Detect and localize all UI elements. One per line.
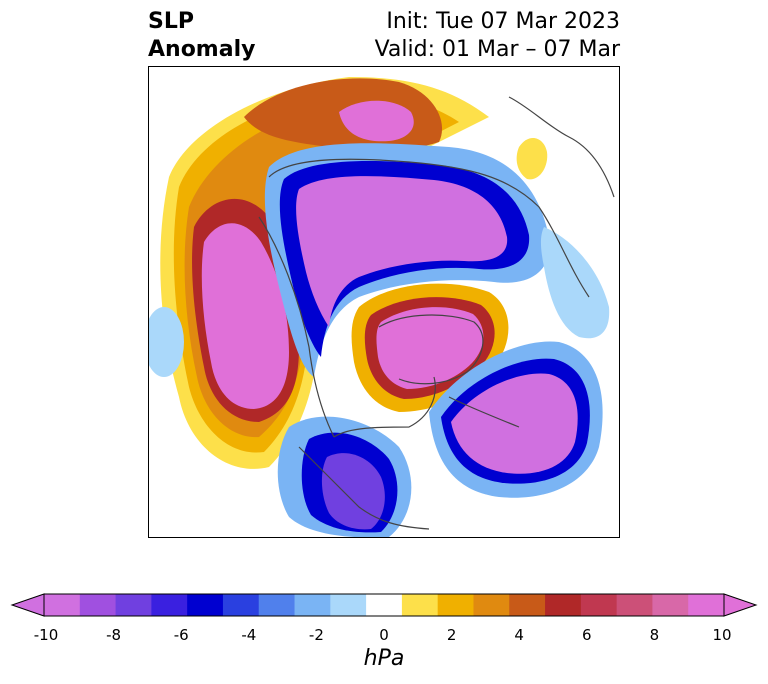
colorbar-swatch: [366, 594, 403, 616]
colorbar-swatch: [616, 594, 653, 616]
colorbar-swatch: [187, 594, 224, 616]
colorbar-swatch: [115, 594, 152, 616]
map-dates: Init: Tue 07 Mar 2023 Valid: 01 Mar – 07…: [375, 8, 620, 64]
anomaly-neg-asia-core: [296, 176, 508, 327]
colorbar-tick-label: 2: [446, 626, 457, 644]
colorbar-tick-label: -4: [241, 626, 257, 644]
colorbar-swatch: [258, 594, 296, 616]
colorbar-border: [43, 593, 725, 617]
colorbar-swatch: [580, 594, 618, 616]
colorbar-extend-min: [10, 593, 45, 617]
colorbar-swatch: [688, 594, 725, 616]
colorbar-tick-label: 10: [712, 626, 732, 644]
colorbar-swatch: [294, 594, 331, 616]
colorbar-tick-label: 6: [582, 626, 592, 644]
coastlines: [258, 96, 615, 530]
colorbar: [10, 593, 758, 617]
anomaly-neg-atlantic-core: [451, 373, 578, 474]
anomaly-neg-west-patch: [149, 307, 184, 377]
colorbar-swatch: [79, 594, 117, 616]
anomaly-neg-namerica-core: [321, 453, 385, 530]
anomaly-pos-pacific-core: [201, 223, 289, 409]
colorbar-tick-label: 4: [514, 626, 524, 644]
colorbar-tick-label: -2: [308, 626, 324, 644]
colorbar-swatch: [330, 594, 367, 616]
anomaly-pos-arctic-core: [376, 307, 484, 389]
anomaly-pos-north-core: [339, 100, 414, 142]
title-line-2: Anomaly: [148, 37, 256, 62]
colorbar-tick-label: -10: [33, 626, 59, 644]
colorbar-swatch: [652, 594, 689, 616]
anomaly-pos-east-patch: [516, 137, 548, 180]
valid-range: Valid: 01 Mar – 07 Mar: [374, 37, 620, 62]
anomaly-map: [148, 66, 620, 538]
map-svg: [149, 77, 615, 537]
colorbar-tick-label: 0: [379, 626, 389, 644]
colorbar-swatch: [437, 594, 474, 616]
colorbar-swatch: [151, 594, 188, 616]
colorbar-tick-label: 8: [649, 626, 660, 644]
colorbar-tick-label: -6: [173, 626, 189, 644]
colorbar-swatch: [509, 594, 546, 616]
colorbar-swatch: [222, 594, 260, 616]
colorbar-unit: hPa: [363, 646, 405, 671]
title-line-1: SLP: [148, 9, 194, 34]
colorbar-swatch: [473, 594, 510, 616]
init-date: Init: Tue 07 Mar 2023: [386, 9, 620, 34]
anomaly-neg-east-band: [540, 227, 610, 339]
colorbar-extend-max: [723, 593, 758, 617]
colorbar-swatch: [545, 594, 582, 616]
colorbar-swatch: [44, 594, 81, 616]
colorbar-tick-label: -8: [106, 626, 122, 644]
map-title: SLP Anomaly: [148, 8, 255, 64]
colorbar-swatch: [401, 594, 439, 616]
